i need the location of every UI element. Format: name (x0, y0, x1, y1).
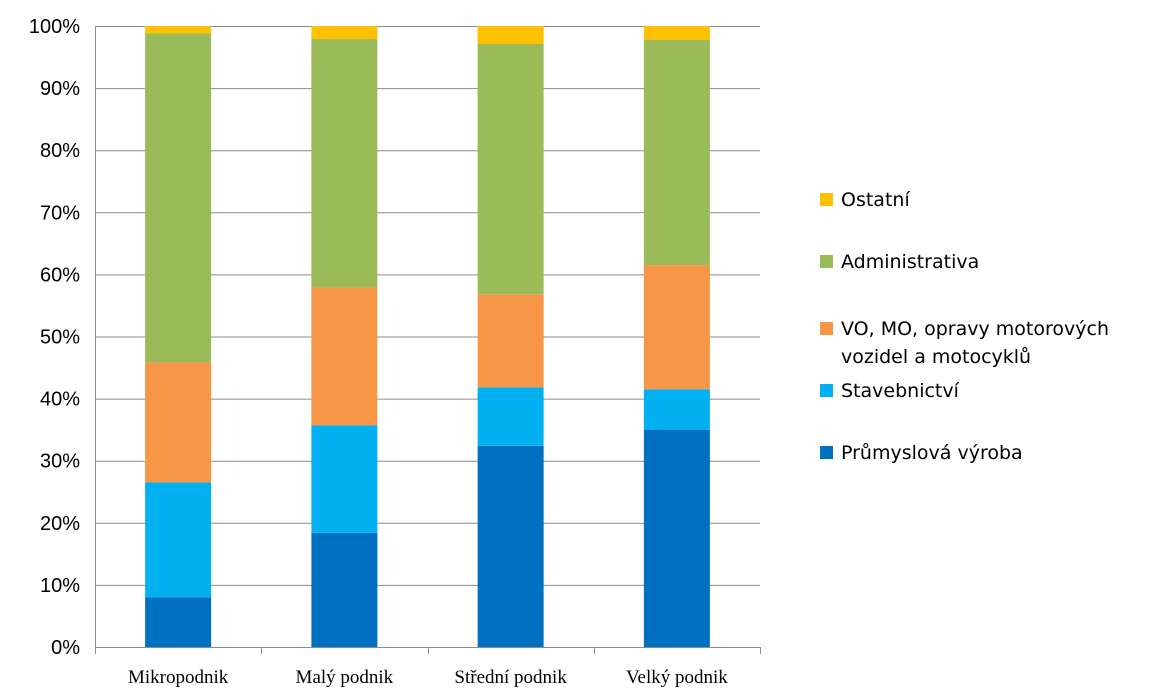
bar-segment-stavebnictv--2 (477, 387, 544, 446)
bar-segment-ostatn--2 (477, 26, 544, 45)
legend: Ostatní Administrativa VO, MO, opravy moto… (820, 189, 1109, 464)
legend-item: Stavebnictví (820, 380, 960, 402)
legend-swatch (820, 446, 833, 459)
bar-segment-vo-mo-opravy-motorov-ch-vozidel-a-motocykl--3 (643, 265, 710, 390)
legend-label: Administrativa (841, 251, 979, 273)
y-tick-label: 40% (40, 389, 80, 411)
bar-segment-administrativa-1 (311, 39, 378, 288)
y-tick-label: 90% (40, 78, 80, 100)
bar-segment-vo-mo-opravy-motorov-ch-vozidel-a-motocykl--0 (145, 362, 212, 483)
y-tick-label: 20% (40, 513, 80, 535)
legend-swatch (820, 384, 833, 397)
y-tick-label: 0% (51, 637, 80, 659)
x-axis-tick-labels: Mikropodnik Malý podnik Střední podnik Velk… (128, 667, 728, 688)
x-tick-label: Velký podnik (626, 667, 728, 688)
legend-swatch (820, 255, 833, 268)
y-tick-label: 80% (40, 140, 80, 162)
x-tick-label: Střední podnik (454, 667, 567, 688)
x-tick-label: Mikropodnik (128, 667, 229, 688)
legend-label: Průmyslová výroba (841, 442, 1023, 464)
legend-swatch (820, 322, 833, 335)
bar-segment-administrativa-3 (643, 39, 710, 266)
bar-segment-ostatn--0 (145, 26, 212, 34)
legend-item: Administrativa (820, 251, 979, 273)
y-tick-label: 10% (40, 575, 80, 597)
bar-segment-ostatn--1 (311, 26, 378, 40)
legend-label: Stavebnictví (841, 380, 960, 402)
legend-label: VO, MO, opravy motorových vozidel a motoc… (841, 318, 1109, 368)
bar-segment-administrativa-0 (145, 33, 212, 363)
legend-item: Průmyslová výroba (820, 442, 1023, 464)
legend-item: VO, MO, opravy motorových vozidel a motoc… (820, 318, 1109, 368)
x-tick-label: Malý podnik (296, 667, 394, 688)
bar-segment-stavebnictv--0 (145, 482, 212, 598)
bars (145, 26, 710, 647)
y-axis-tick-labels: 0% 10% 20% 30% 40% 50% 60% 70% 80% 90% 100% (29, 16, 80, 659)
axes (95, 26, 761, 654)
y-tick-label: 50% (40, 327, 80, 349)
bar-segment-vo-mo-opravy-motorov-ch-vozidel-a-motocykl--1 (311, 287, 378, 426)
bar-segment-pr-myslov-v-roba-1 (311, 532, 378, 647)
bar-segment-vo-mo-opravy-motorov-ch-vozidel-a-motocykl--2 (477, 294, 544, 388)
y-tick-label: 100% (29, 16, 80, 38)
bar-segment-ostatn--3 (643, 26, 710, 40)
legend-label: Ostatní (841, 189, 910, 211)
legend-swatch (820, 193, 833, 206)
bar-segment-administrativa-2 (477, 44, 544, 295)
bar-segment-stavebnictv--1 (311, 425, 378, 533)
y-tick-label: 30% (40, 451, 80, 473)
bar-segment-stavebnictv--3 (643, 389, 710, 430)
bar-segment-pr-myslov-v-roba-2 (477, 445, 544, 647)
y-tick-label: 60% (40, 264, 80, 286)
bar-segment-pr-myslov-v-roba-3 (643, 429, 710, 647)
y-tick-label: 70% (40, 202, 80, 224)
bar-segment-pr-myslov-v-roba-0 (145, 597, 212, 647)
legend-item: Ostatní (820, 189, 910, 211)
